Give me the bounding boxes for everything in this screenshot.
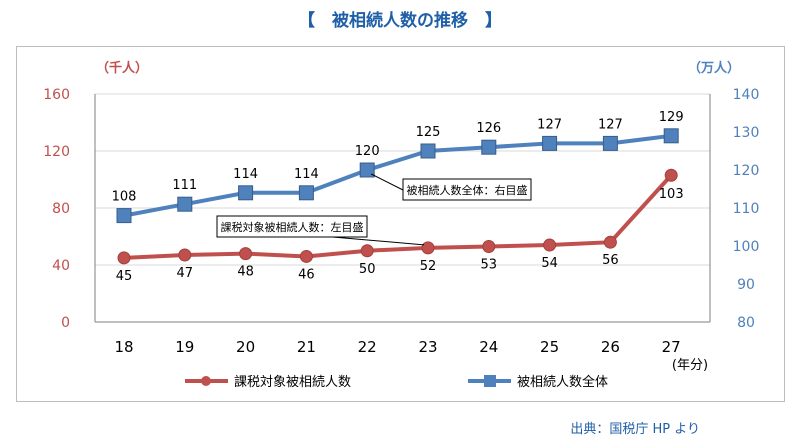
y-right-tick-label: 90 [737, 277, 755, 293]
point-taxable [603, 235, 617, 249]
y-left-tick-label: 160 [43, 87, 70, 103]
annotation-taxable-box [216, 215, 368, 238]
data-label-taxable: 56 [602, 253, 619, 268]
data-label-taxable: 54 [541, 256, 558, 271]
point-taxable [421, 241, 435, 255]
data-label-taxable: 48 [237, 265, 254, 280]
legend-marker-taxable [201, 376, 211, 386]
y-right-tick-label: 120 [733, 163, 760, 179]
data-label-total: 125 [416, 125, 441, 140]
y-left-tick-label: 80 [52, 201, 70, 217]
y-left-tick-label: 120 [43, 144, 70, 160]
point-total [238, 185, 254, 201]
point-total [116, 208, 132, 224]
x-tick-label: 20 [236, 338, 255, 356]
data-label-taxable: 53 [481, 257, 498, 272]
data-label-taxable: 46 [298, 267, 315, 282]
x-tick-label: 26 [601, 338, 620, 356]
point-total [177, 196, 193, 212]
data-label-total: 108 [112, 190, 137, 205]
data-label-total: 127 [537, 117, 562, 132]
y-left-tick-label: 40 [52, 258, 70, 274]
series-line-total [123, 133, 672, 218]
x-tick-label: 18 [114, 338, 133, 356]
y-left-tick-label: 0 [61, 315, 70, 331]
legend-label-total: 被相続人数全体 [517, 374, 608, 390]
chart-title: 【 被相続人数の推移 】 [298, 11, 502, 31]
y-right-unit: （万人） [688, 60, 740, 76]
x-tick-label: 24 [479, 338, 498, 356]
point-taxable [543, 238, 557, 252]
legend: 課税対象被相続人数 被相続人数全体 [185, 374, 608, 390]
legend-marker-total [484, 375, 496, 387]
series-line-taxable [123, 173, 673, 260]
point-total [663, 128, 679, 144]
data-label-total: 111 [172, 178, 197, 193]
point-taxable [299, 249, 313, 263]
data-label-total: 120 [355, 144, 380, 159]
point-taxable [482, 239, 496, 253]
annotation-taxable-text: 課税対象被相続人数：左目盛 [221, 220, 364, 234]
annotation-total-box [402, 178, 532, 201]
y-right-tick-label: 100 [733, 239, 760, 255]
annotation-total-text: 被相続人数全体：右目盛 [407, 183, 528, 197]
point-taxable [360, 244, 374, 258]
point-total [420, 143, 436, 159]
point-taxable [239, 247, 253, 261]
y-right-tick-label: 130 [733, 125, 760, 141]
point-taxable [178, 248, 192, 262]
data-label-total: 126 [476, 121, 501, 136]
point-taxable [117, 251, 131, 265]
point-total [359, 162, 375, 178]
point-total [481, 139, 497, 155]
x-tick-label: 19 [175, 338, 194, 356]
x-tick-label: 22 [358, 338, 377, 356]
data-label-taxable: 45 [116, 269, 133, 284]
data-label-taxable: 47 [177, 266, 194, 281]
data-label-total: 127 [598, 117, 623, 132]
data-label-taxable: 52 [420, 259, 437, 274]
axes: 0 40 80 120 160 80 90 100 110 120 130 140 （千人） （万人） 18… [43, 60, 759, 373]
x-tick-label: 23 [418, 338, 437, 356]
x-tick-label: 27 [662, 338, 681, 356]
source-note: 出典：国税庁 HP より [570, 422, 700, 437]
chart-frame [16, 46, 785, 402]
y-right-tick-label: 110 [733, 201, 760, 217]
point-total [542, 135, 558, 151]
legend-label-taxable: 課税対象被相続人数 [234, 374, 351, 390]
annotation-total-leader [370, 173, 404, 191]
data-label-taxable: 103 [659, 187, 684, 202]
data-label-taxable: 50 [359, 262, 376, 277]
data-labels: 45 47 48 46 50 52 53 54 56 103 108 111 114 114 120 125 1… [112, 110, 684, 284]
series-lines [116, 128, 679, 265]
point-total [602, 135, 618, 151]
y-right-tick-label: 140 [733, 87, 760, 103]
x-tick-label: 25 [540, 338, 559, 356]
point-taxable [664, 168, 678, 182]
data-label-total: 114 [294, 167, 319, 182]
y-right-tick-label: 80 [737, 315, 755, 331]
x-unit: (年分) [672, 358, 708, 373]
data-label-total: 129 [659, 110, 684, 125]
y-left-unit: （千人） [96, 60, 148, 76]
x-tick-label: 21 [297, 338, 316, 356]
data-label-total: 114 [233, 167, 258, 182]
point-total [298, 185, 314, 201]
